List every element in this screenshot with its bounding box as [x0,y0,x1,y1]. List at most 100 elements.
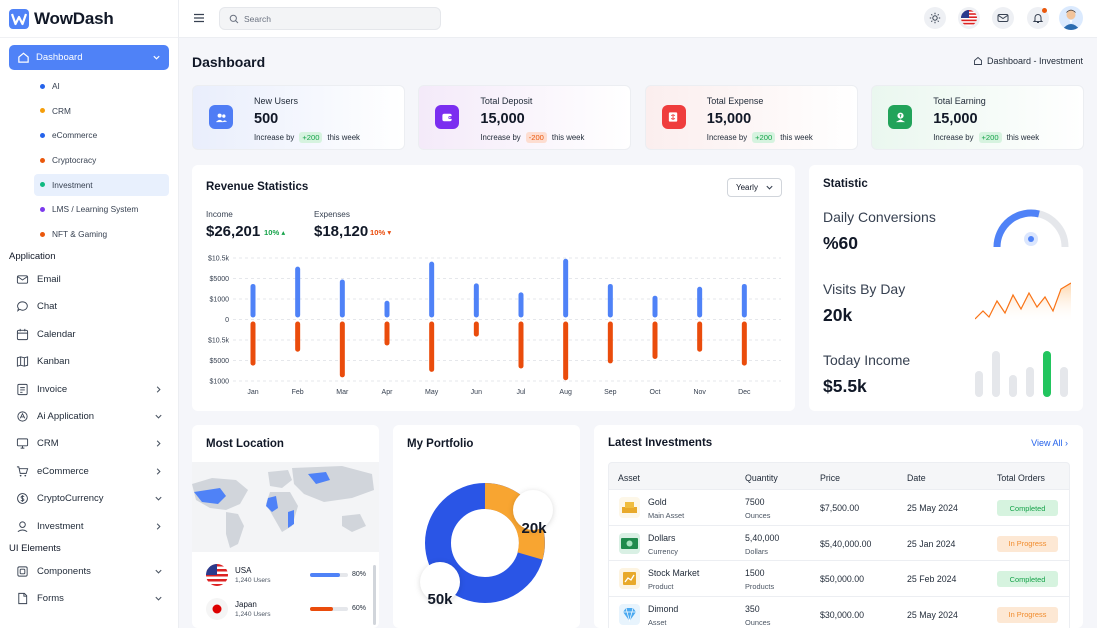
sidebar-item-email[interactable]: Email [9,266,169,293]
sidebar-item-calendar[interactable]: Calendar [9,321,169,348]
asset-sub: Asset [648,617,667,627]
language-button[interactable] [958,7,980,29]
stat-label: Total Earning [933,96,986,106]
expense-bar[interactable] [563,321,569,381]
table-row[interactable]: Stock Market Product 1500 Products $50,0… [608,561,1070,597]
sidebar-subitem-cryptocracy[interactable]: Cryptocracy [9,149,169,171]
page-title: Dashboard [192,54,266,70]
expense-bar[interactable] [384,321,390,346]
sidebar-item-ai-application[interactable]: Ai Application [9,403,169,430]
income-bar[interactable] [250,283,256,318]
expense-bar[interactable] [429,321,435,372]
bullet-dot [40,108,45,114]
sidebar-subitem-lms-learning-system[interactable]: LMS / Learning System [9,198,169,220]
stat-change-badge: +200 [752,132,776,143]
theme-toggle-button[interactable] [924,7,946,29]
portfolio-label-big: 50k [427,591,453,608]
main-content: Dashboard Dashboard - Investment New Use… [179,38,1097,628]
search-icon [229,14,239,23]
expense-bar[interactable] [518,321,524,369]
mail-icon [16,275,29,284]
sidebar-item-label: Invoice [37,383,68,395]
y-tick-label: 0 [225,317,229,324]
table-row[interactable]: Gold Main Asset 7500 Ounces $7,500.00 25… [608,490,1070,526]
income-bar[interactable] [652,295,658,318]
sidebar-subitem-ai[interactable]: AI [9,75,169,97]
scrollbar[interactable] [373,565,376,625]
stat-change-prefix: Increase by [933,133,974,142]
sidebar-subitem-investment[interactable]: Investment [34,173,169,196]
view-all-link[interactable]: View All › [1031,438,1068,448]
income-bar[interactable] [429,261,435,318]
period-select[interactable]: Yearly [727,178,782,197]
bullet-dot [40,132,45,138]
income-bar[interactable] [339,279,345,318]
quantity-unit: Products [745,582,775,591]
bullet-dot [40,83,45,89]
my-portfolio-card: My Portfolio 20k 50k [393,425,580,628]
bullet-dot [40,182,45,188]
sidebar-subitem-nft-gaming[interactable]: NFT & Gaming [9,223,169,245]
sidebar-subitem-ecommerce[interactable]: eCommerce [9,124,169,146]
coin-icon [17,493,28,505]
notifications-button[interactable] [1027,7,1049,29]
stat-change-badge: -200 [525,132,547,143]
today-income-value: $5.5k [823,376,867,396]
menu-icon[interactable] [193,12,205,24]
income-bar[interactable] [741,283,747,318]
messages-button[interactable] [992,7,1014,29]
sidebar-item-label: Components [37,565,91,577]
date: 25 Feb 2024 [907,574,957,584]
notification-dot [1042,8,1047,13]
chevron-down-icon [155,569,162,574]
gold-icon [619,497,640,518]
expense-bar[interactable] [339,321,345,378]
expense-bar[interactable] [697,321,703,352]
sidebar-item-forms[interactable]: Forms [9,585,169,612]
sidebar-item-dashboard[interactable]: Dashboard [9,45,169,70]
sidebar-item-components[interactable]: Components [9,558,169,585]
daily-conversions-label: Daily Conversions [823,209,936,225]
column-header: Total Orders [997,473,1045,483]
visits-sparkline [975,282,1071,323]
sidebar-item-ecommerce[interactable]: eCommerce [9,458,169,485]
sidebar-item-investment[interactable]: Investment [9,512,169,539]
expense-bar[interactable] [295,321,301,352]
table-row[interactable]: Dimond Asset 350 Ounces $30,000.00 25 Ma… [608,596,1070,628]
stat-value: 15,000 [480,111,525,127]
table-row[interactable]: Dollars Currency 5,40,000 Dollars $5,40,… [608,525,1070,561]
expense-bar[interactable] [473,321,479,337]
chevron-right-icon [156,440,161,447]
sidebar-item-crm[interactable]: CRM [9,430,169,457]
asset-name: Dollars [648,532,676,543]
sidebar-item-invoice[interactable]: Invoice [9,375,169,402]
sidebar-subitem-crm[interactable]: CRM [9,100,169,122]
avatar[interactable] [1059,6,1083,30]
column-header: Quantity [745,473,778,483]
sidebar-item-label: CryptoCurrency [37,493,104,505]
expense-bar[interactable] [607,321,613,364]
sidebar-item-kanban[interactable]: Kanban [9,348,169,375]
card-title: Most Location [206,438,284,450]
sidebar: WowDash Dashboard AI CRM eCommerce Cryptocr… [0,0,179,628]
app-logo[interactable]: WowDash [0,0,178,38]
income-bar[interactable] [295,266,301,318]
y-tick-label: $5000 [210,276,230,283]
expense-bar[interactable] [652,321,658,359]
income-bar[interactable] [384,300,390,318]
expense-bar[interactable] [250,321,256,366]
income-bar[interactable] [473,283,479,318]
income-bar[interactable] [697,286,703,318]
income-bar[interactable] [518,292,524,318]
search-input[interactable]: Search [219,7,441,30]
y-tick-label: $1000 [210,379,230,386]
today-income-label: Today Income [823,352,911,368]
asset-name: Gold [648,497,667,507]
income-bar[interactable] [607,283,613,318]
price: $7,500.00 [820,503,860,513]
sidebar-item-cryptocurrency[interactable]: CryptoCurrency [9,485,169,512]
expense-bar[interactable] [741,321,747,366]
income-change: 10% ▴ [264,228,286,237]
sidebar-item-chat[interactable]: Chat [9,293,169,320]
income-bar[interactable] [563,258,569,318]
